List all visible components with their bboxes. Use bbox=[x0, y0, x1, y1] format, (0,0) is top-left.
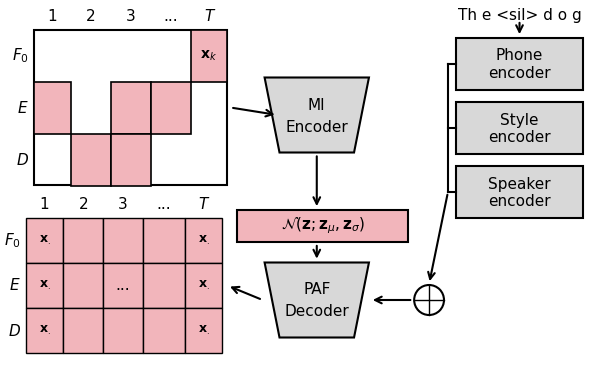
Bar bbox=[456, 102, 583, 154]
Text: 3: 3 bbox=[126, 9, 136, 24]
Text: $\mathbf{x}_{.}$: $\mathbf{x}_{.}$ bbox=[197, 234, 209, 247]
Text: $\mathbf{x}_{.}$: $\mathbf{x}_{.}$ bbox=[39, 279, 51, 292]
Text: $\mathbf{x}_{.}$: $\mathbf{x}_{.}$ bbox=[197, 279, 209, 292]
Text: Decoder: Decoder bbox=[284, 305, 349, 320]
Bar bbox=[63, 308, 103, 353]
Text: $\mathbf{x}_{.}$: $\mathbf{x}_{.}$ bbox=[39, 234, 51, 247]
Polygon shape bbox=[265, 262, 369, 338]
Text: Style: Style bbox=[500, 112, 539, 127]
Text: $F_0$: $F_0$ bbox=[11, 47, 28, 65]
Bar bbox=[185, 263, 222, 308]
Bar bbox=[143, 308, 185, 353]
Bar bbox=[185, 218, 222, 263]
Text: 1: 1 bbox=[40, 197, 49, 212]
Text: $E$: $E$ bbox=[17, 100, 28, 116]
Text: $\mathbf{x}_k$: $\mathbf{x}_k$ bbox=[200, 49, 217, 63]
Text: $E$: $E$ bbox=[9, 277, 20, 294]
Bar bbox=[143, 218, 185, 263]
Bar bbox=[456, 166, 583, 218]
Text: $\mathcal{N}(\mathbf{z};\mathbf{z}_{\mu},\mathbf{z}_{\sigma})$: $\mathcal{N}(\mathbf{z};\mathbf{z}_{\mu}… bbox=[281, 216, 365, 236]
Bar bbox=[103, 263, 143, 308]
Text: T: T bbox=[199, 197, 208, 212]
Text: $D$: $D$ bbox=[16, 152, 28, 168]
Text: Speaker: Speaker bbox=[488, 176, 551, 191]
Text: 3: 3 bbox=[118, 197, 128, 212]
Text: ...: ... bbox=[157, 197, 171, 212]
Bar bbox=[26, 263, 63, 308]
Text: $D$: $D$ bbox=[8, 323, 20, 338]
Polygon shape bbox=[265, 77, 369, 153]
Bar bbox=[26, 218, 63, 263]
Bar bbox=[63, 263, 103, 308]
Text: $F_0$: $F_0$ bbox=[4, 231, 20, 250]
Bar bbox=[456, 38, 583, 90]
Bar bbox=[103, 218, 143, 263]
Text: 1: 1 bbox=[48, 9, 57, 24]
Text: encoder: encoder bbox=[488, 194, 551, 209]
Bar bbox=[71, 134, 111, 186]
Text: encoder: encoder bbox=[488, 67, 551, 82]
Text: 2: 2 bbox=[86, 9, 96, 24]
Bar bbox=[237, 210, 408, 242]
Bar bbox=[34, 30, 228, 185]
Text: T: T bbox=[204, 9, 214, 24]
Text: ...: ... bbox=[163, 9, 178, 24]
Bar bbox=[111, 134, 151, 186]
Text: MI: MI bbox=[308, 97, 326, 112]
Bar bbox=[191, 30, 228, 82]
Bar bbox=[143, 263, 185, 308]
Bar bbox=[111, 82, 151, 134]
Bar bbox=[63, 218, 103, 263]
Text: Th e <sil> d o g: Th e <sil> d o g bbox=[458, 8, 582, 23]
Bar bbox=[34, 82, 71, 134]
Text: ...: ... bbox=[116, 278, 130, 293]
Text: 2: 2 bbox=[78, 197, 88, 212]
Bar bbox=[185, 308, 222, 353]
Text: $\mathbf{x}_{.}$: $\mathbf{x}_{.}$ bbox=[39, 324, 51, 337]
Bar bbox=[26, 308, 63, 353]
Text: PAF: PAF bbox=[303, 282, 330, 297]
Text: encoder: encoder bbox=[488, 130, 551, 146]
Bar bbox=[151, 82, 191, 134]
Text: Encoder: Encoder bbox=[285, 120, 348, 135]
Text: $\mathbf{x}_{.}$: $\mathbf{x}_{.}$ bbox=[197, 324, 209, 337]
Bar bbox=[103, 308, 143, 353]
Text: Phone: Phone bbox=[496, 49, 543, 64]
